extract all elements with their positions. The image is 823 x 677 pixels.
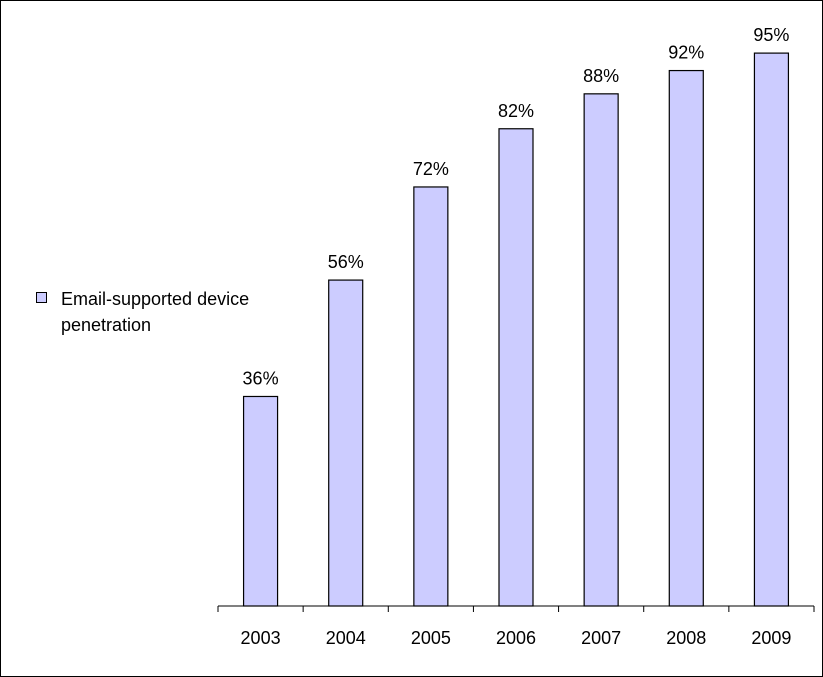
- x-axis: 2003 2004 2005 2006 2007 2008 2009: [217, 605, 815, 648]
- bar-2003: [242, 395, 279, 607]
- legend-swatch: [36, 292, 47, 303]
- bar-2005: [413, 186, 449, 607]
- bar-2009: [753, 52, 790, 607]
- data-label-2003: 36%: [243, 368, 279, 388]
- x-tick-label-2004: 2004: [326, 628, 366, 648]
- x-tick-label-2007: 2007: [581, 628, 621, 648]
- bar-2006: [498, 128, 534, 607]
- bar-2008: [668, 69, 704, 607]
- bar-2007: [583, 93, 619, 607]
- data-labels-layer: 36% 56% 72% 82% 88% 92% 95%: [243, 25, 790, 388]
- data-label-2004: 56%: [328, 252, 364, 272]
- x-tick-label-2005: 2005: [411, 628, 451, 648]
- bar-2004: [328, 279, 364, 607]
- data-label-2008: 92%: [668, 43, 704, 63]
- data-label-2006: 82%: [498, 101, 534, 121]
- legend-label: Email-supported device penetration: [61, 289, 250, 335]
- data-label-2005: 72%: [413, 159, 449, 179]
- x-tick-label-2008: 2008: [666, 628, 706, 648]
- data-label-2007: 88%: [583, 66, 619, 86]
- legend: Email-supported device penetration: [36, 286, 296, 338]
- x-tick-label-2003: 2003: [241, 628, 281, 648]
- x-tick-label-2009: 2009: [751, 628, 791, 648]
- bars-layer: [242, 52, 790, 607]
- x-tick-label-2006: 2006: [496, 628, 536, 648]
- data-label-2009: 95%: [753, 25, 789, 45]
